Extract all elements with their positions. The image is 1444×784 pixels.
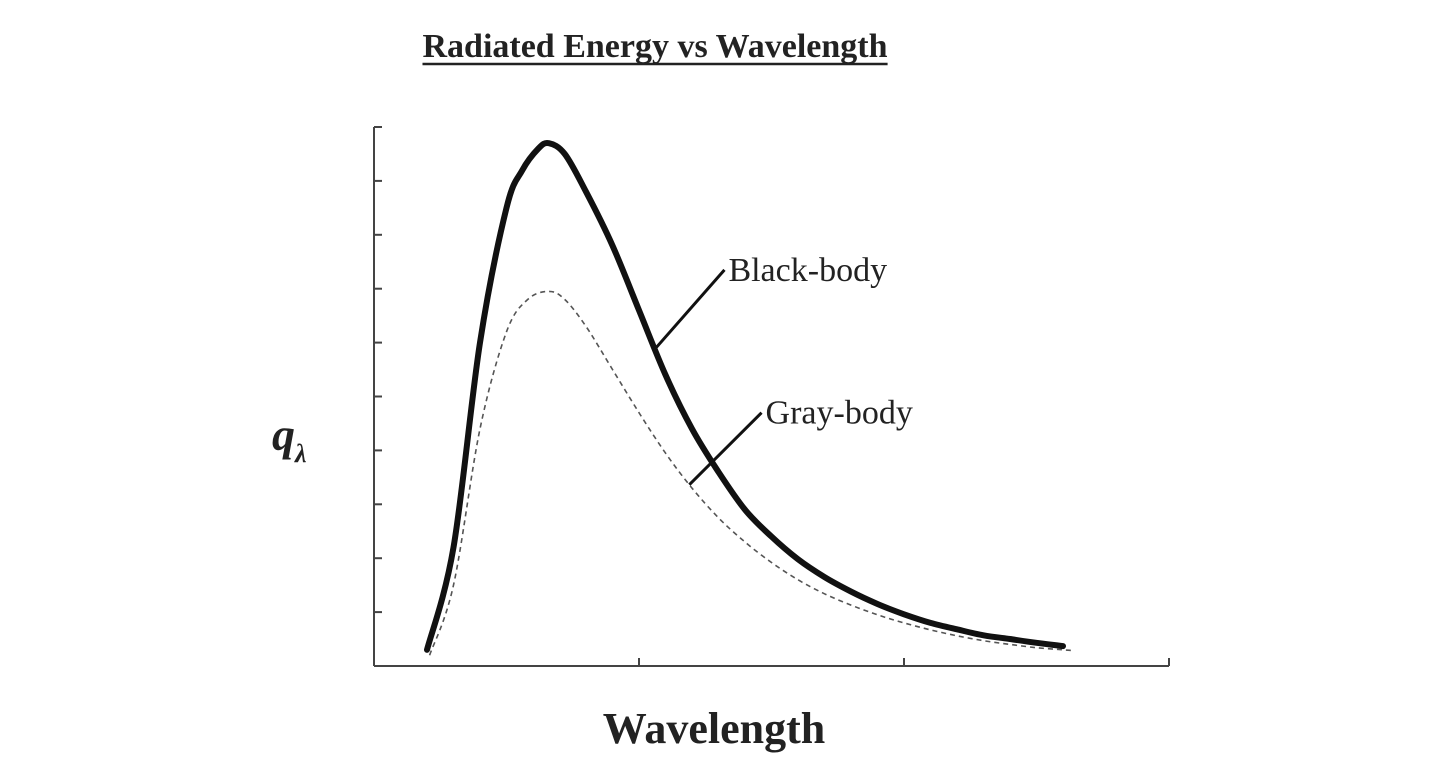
y-axis-label-subscript: λ bbox=[294, 439, 307, 468]
y-axis-label-main: q bbox=[272, 409, 295, 460]
axis-ticks bbox=[373, 126, 1170, 667]
annotations: Black-body Gray-body bbox=[653, 252, 913, 486]
x-axis-label: Wavelength bbox=[603, 704, 825, 753]
annotation-label-gray-body: Gray-body bbox=[766, 395, 913, 432]
y-axis-label: qλ bbox=[272, 409, 307, 468]
series-gray-body-line bbox=[428, 290, 1071, 656]
chart-title: Radiated Energy vs Wavelength bbox=[422, 28, 887, 65]
annotation-label-black-body: Black-body bbox=[728, 252, 887, 289]
series-black-body-line bbox=[424, 139, 1066, 653]
annotation-leader-gray-body bbox=[688, 411, 763, 486]
annotation-leader-black-body bbox=[653, 268, 726, 351]
